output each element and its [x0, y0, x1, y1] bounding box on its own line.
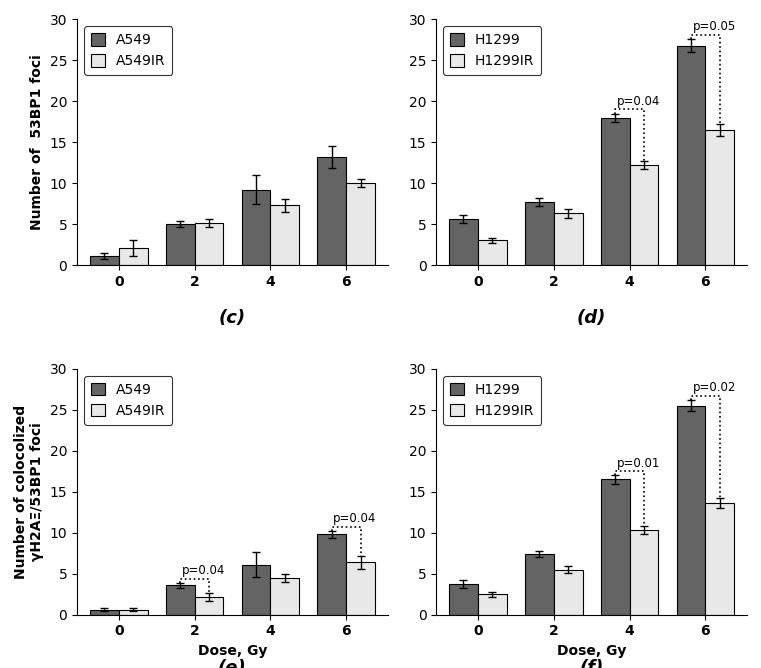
Bar	[677, 45, 705, 265]
Bar	[554, 570, 582, 615]
Bar	[629, 530, 658, 615]
Bar	[478, 240, 507, 265]
Bar	[195, 223, 224, 265]
Bar	[119, 248, 148, 265]
Text: p=0.01: p=0.01	[616, 457, 660, 470]
Bar	[90, 610, 119, 615]
Bar	[705, 503, 734, 615]
Bar	[241, 190, 270, 265]
Text: p=0.05: p=0.05	[693, 20, 736, 33]
Legend: H1299, H1299IR: H1299, H1299IR	[443, 376, 541, 425]
Bar	[554, 214, 582, 265]
Bar	[600, 480, 629, 615]
Bar	[317, 534, 346, 615]
Bar	[166, 224, 195, 265]
Bar	[525, 554, 554, 615]
Y-axis label: Number of  53BP1 foci: Number of 53BP1 foci	[30, 54, 44, 230]
Bar	[629, 165, 658, 265]
Bar	[317, 157, 346, 265]
Bar	[195, 597, 224, 615]
Text: p=0.04: p=0.04	[182, 564, 225, 577]
Text: (c): (c)	[219, 309, 246, 327]
Bar	[166, 585, 195, 615]
X-axis label: Dose, Gy: Dose, Gy	[198, 644, 267, 658]
X-axis label: Dose, Gy: Dose, Gy	[557, 644, 626, 658]
Bar	[90, 256, 119, 265]
Bar	[119, 610, 148, 615]
Text: (e): (e)	[218, 659, 247, 668]
Text: p=0.02: p=0.02	[693, 381, 736, 394]
Y-axis label: Number of colocolized
γH2AΞ/53BP1 foci: Number of colocolized γH2AΞ/53BP1 foci	[14, 405, 44, 578]
Bar	[525, 202, 554, 265]
Legend: A549, A549IR: A549, A549IR	[84, 26, 172, 75]
Bar	[449, 219, 478, 265]
Bar	[270, 205, 299, 265]
Text: (d): (d)	[577, 309, 607, 327]
Bar	[600, 118, 629, 265]
Bar	[478, 594, 507, 615]
Bar	[677, 405, 705, 615]
Text: (f): (f)	[579, 659, 603, 668]
Text: p=0.04: p=0.04	[333, 512, 377, 525]
Legend: A549, A549IR: A549, A549IR	[84, 376, 172, 425]
Bar	[705, 130, 734, 265]
Bar	[241, 564, 270, 615]
Bar	[270, 578, 299, 615]
Legend: H1299, H1299IR: H1299, H1299IR	[443, 26, 541, 75]
Bar	[449, 584, 478, 615]
Text: p=0.04: p=0.04	[616, 95, 660, 108]
Bar	[346, 562, 375, 615]
Bar	[346, 183, 375, 265]
